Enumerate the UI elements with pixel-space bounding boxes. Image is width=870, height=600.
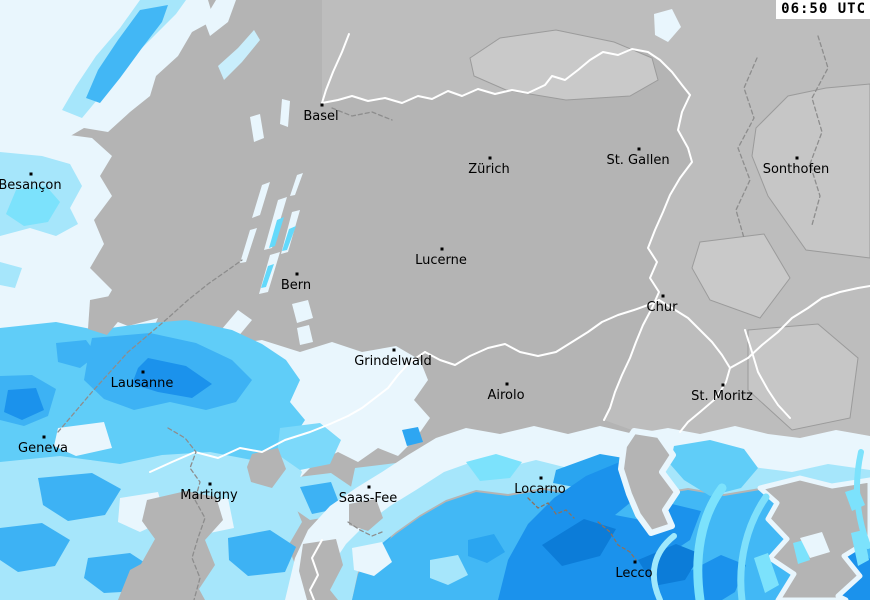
city-sonthofen: Sonthofen [763,156,830,177]
city-airolo: Airolo [487,382,525,403]
city-label: Lucerne [415,253,467,268]
city-label: Airolo [487,388,524,403]
city-st-gallen: St. Gallen [606,147,670,168]
city-dot [721,383,725,387]
region-patch [751,83,870,259]
city-label: Bern [281,278,311,293]
country-border [149,351,426,473]
country-border [321,33,350,104]
city-dot [392,348,396,352]
country-border [424,299,660,366]
city-dot [539,476,543,480]
city-lausanne: Lausanne [111,370,174,391]
country-border [321,48,691,104]
city-dot [633,560,637,564]
city-label: Grindelwald [354,354,432,369]
city-label: Lecco [615,566,652,581]
city-chur: Chur [647,294,679,315]
city-z-rich: Zürich [468,156,510,177]
city-lecco: Lecco [615,560,653,581]
city-label: Saas-Fee [339,491,397,506]
city-dot [320,103,324,107]
city-saas-fee: Saas-Fee [339,485,397,506]
region-border [527,497,575,519]
city-labels-layer: Basel Zürich St. Gallen Sonthofen Besançon Lu… [0,103,830,581]
city-dot [367,485,371,489]
city-dot [488,156,492,160]
region-border [809,35,829,226]
city-label: Besançon [0,178,62,193]
city-bern: Bern [281,272,311,293]
city-label: St. Moritz [691,389,753,404]
city-label: Geneva [18,441,68,456]
city-grindelwald: Grindelwald [354,348,432,369]
country-border [744,329,791,419]
city-label: Chur [647,300,679,315]
city-label: Lausanne [111,376,174,391]
border-layer [57,33,870,600]
city-dot [505,382,509,386]
city-locarno: Locarno [514,476,566,497]
region-patch [469,29,659,101]
city-martigny: Martigny [180,482,238,503]
city-lucerne: Lucerne [415,247,467,268]
city-dot [795,156,799,160]
region-border [735,57,758,239]
city-label: St. Gallen [606,153,669,168]
city-dot [141,370,145,374]
city-st-moritz: St. Moritz [691,383,753,404]
region-patch [691,233,791,319]
city-geneva: Geneva [18,435,68,456]
region-border [597,521,637,561]
city-dot [440,247,444,251]
timestamp-badge: 06:50 UTC [776,0,870,19]
city-label: Locarno [514,482,565,497]
city-label: Basel [303,109,338,124]
city-label: Martigny [180,488,238,503]
city-besan-on: Besançon [0,172,62,193]
city-dot [661,294,665,298]
city-dot [42,435,46,439]
country-border [603,94,693,421]
country-border [729,285,870,369]
city-basel: Basel [303,103,339,124]
region-border [331,107,393,121]
region-border [347,521,383,537]
city-label: Sonthofen [763,162,830,177]
city-dot [295,272,299,276]
city-dot [637,147,641,151]
city-dot [208,482,212,486]
region-border [167,427,206,600]
neighbor-land [322,0,870,446]
region-border [57,259,243,433]
country-border [309,539,323,600]
city-label: Zürich [468,162,510,177]
city-dot [29,172,33,176]
region-patch [747,323,859,431]
